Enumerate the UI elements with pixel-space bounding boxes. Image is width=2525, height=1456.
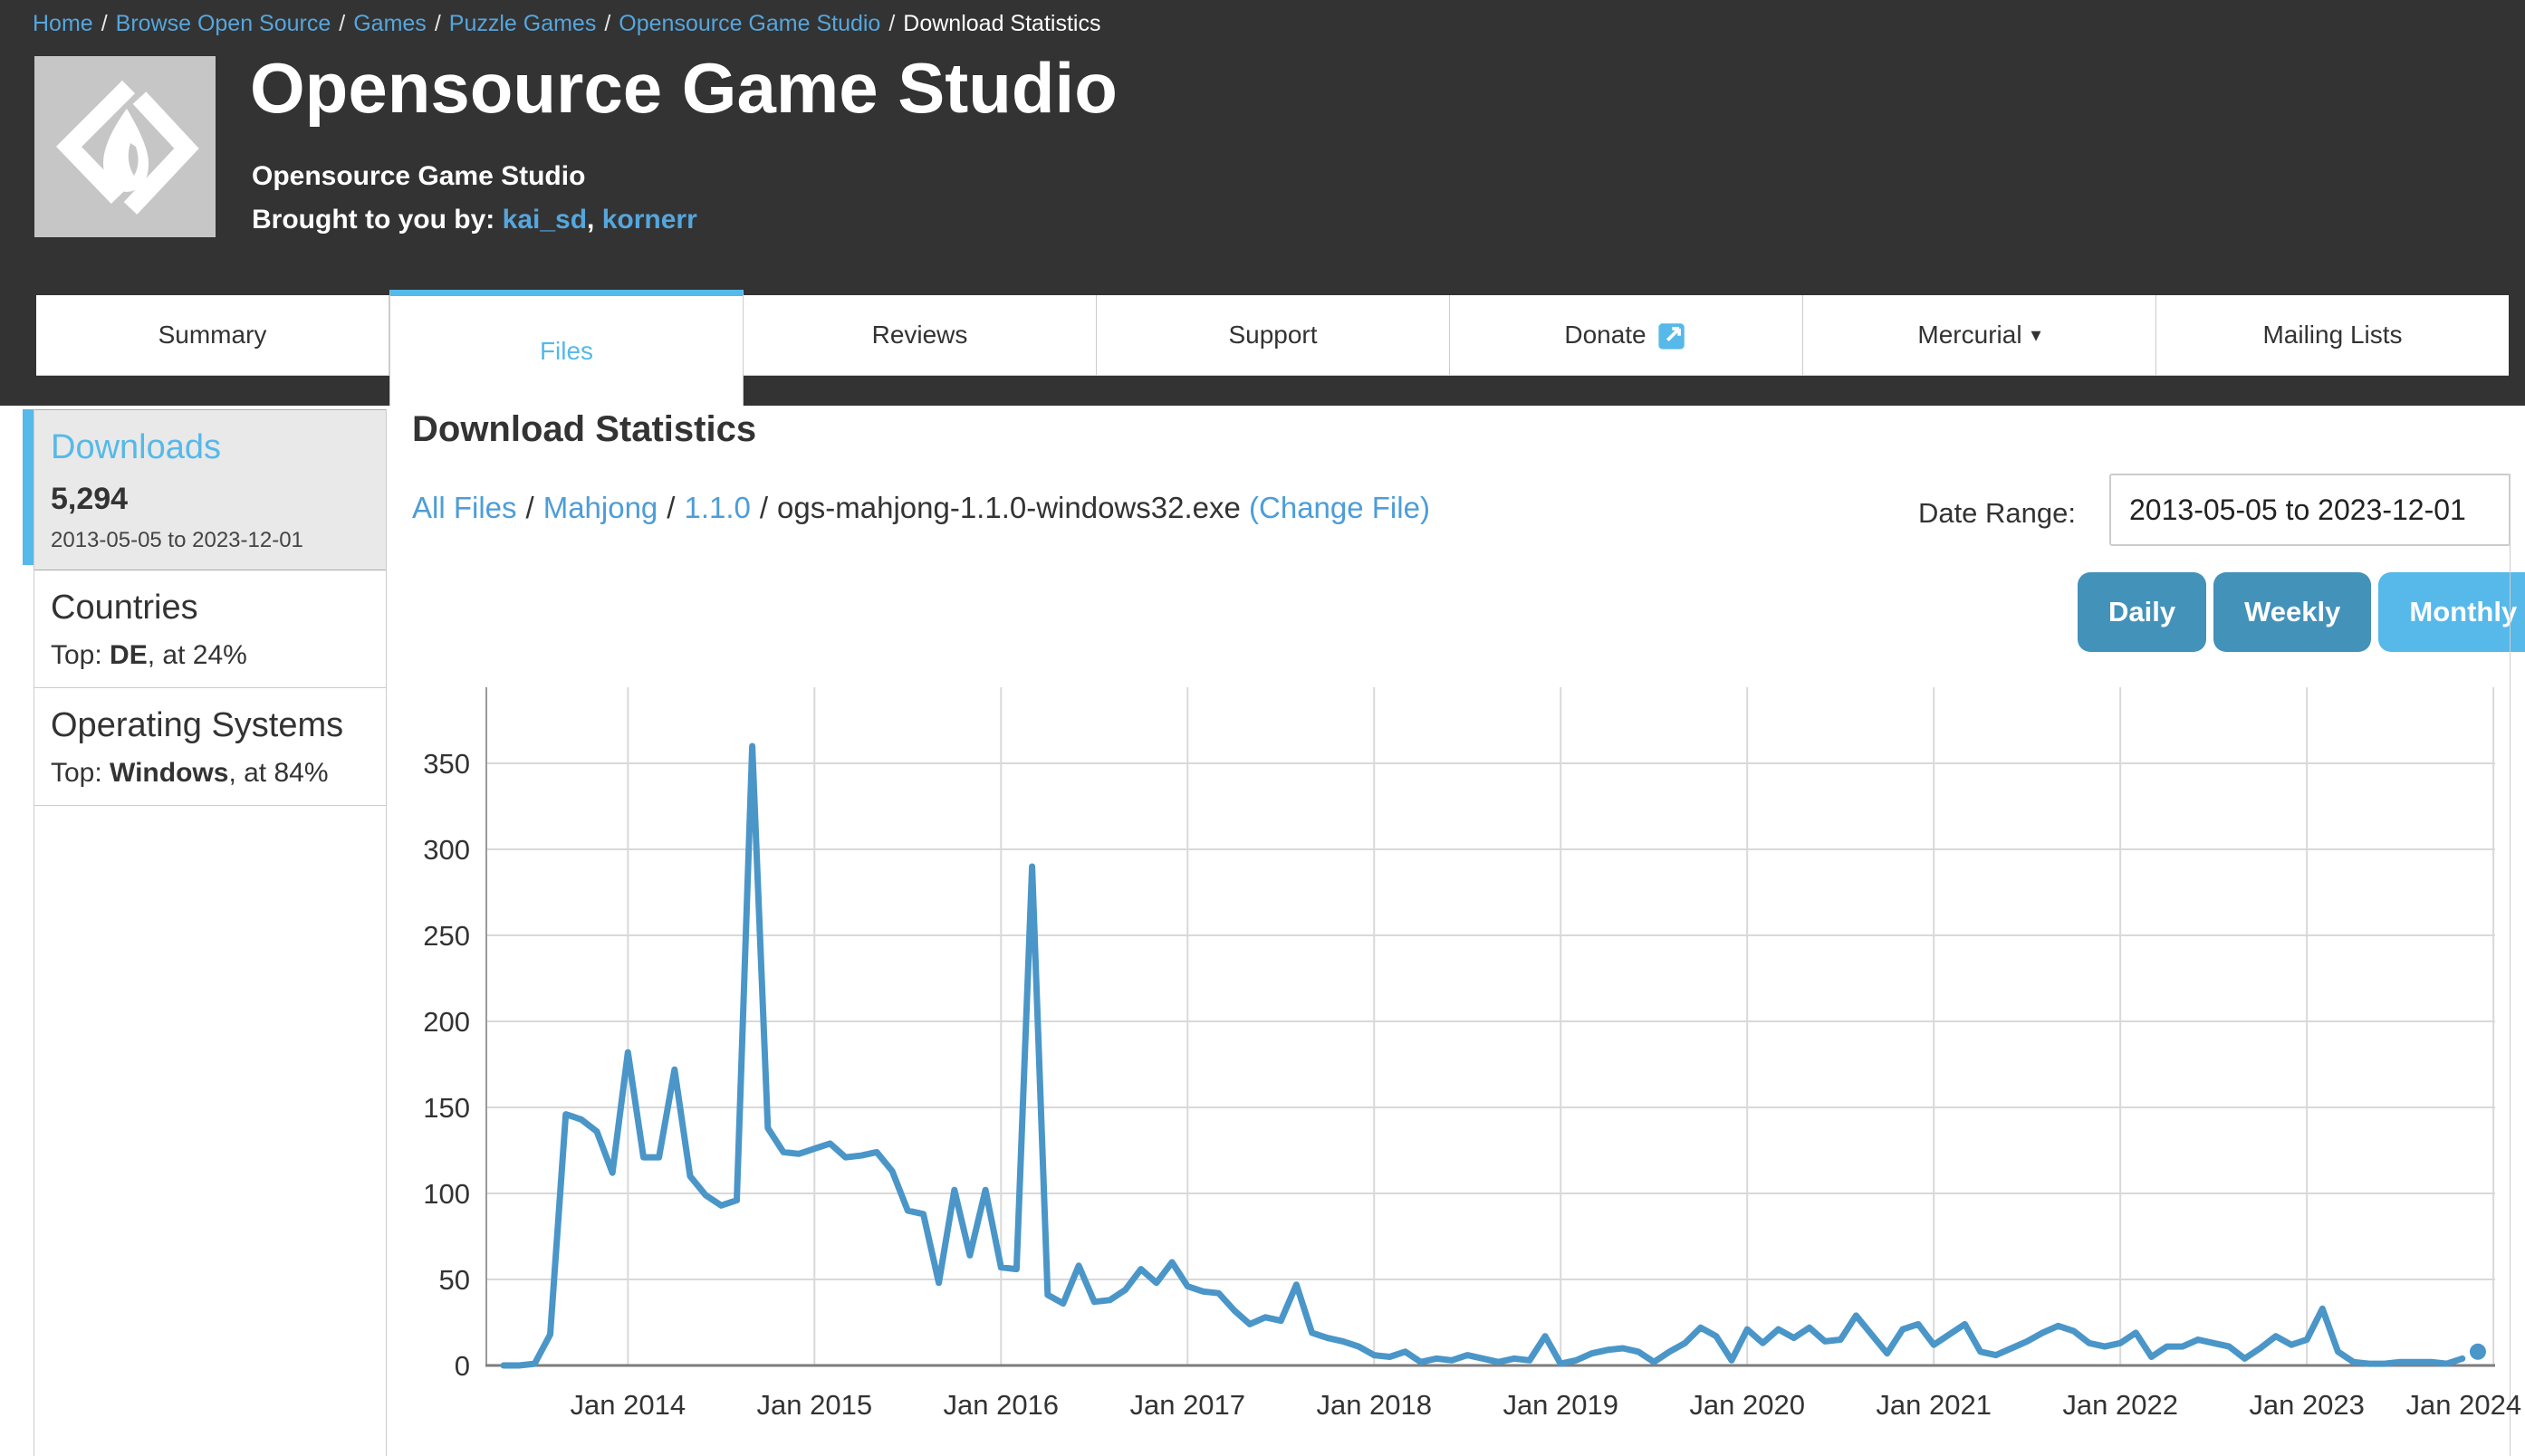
tab-mercurial[interactable]: Mercurial ▾ <box>1803 295 2156 376</box>
daily-button[interactable]: Daily <box>2078 572 2206 652</box>
countries-top-stat: Top: DE, at 24% <box>51 640 370 671</box>
x-tick-label: Jan 2016 <box>943 1389 1059 1421</box>
external-link-icon <box>1657 320 1688 350</box>
breadcrumb-current: Download Statistics <box>903 11 1100 36</box>
x-tick-label: Jan 2018 <box>1316 1389 1432 1421</box>
x-tick-label: Jan 2014 <box>571 1389 686 1421</box>
page-heading: Download Statistics <box>412 409 756 450</box>
monthly-button[interactable]: Monthly <box>2378 572 2525 652</box>
x-tick-label: Jan 2019 <box>1503 1389 1618 1421</box>
stats-sidebar: Downloads 5,294 2013-05-05 to 2023-12-01… <box>34 409 387 1456</box>
breadcrumb-separator: / <box>604 11 610 36</box>
tab-label: Mercurial <box>1917 321 2021 350</box>
sidebar-item-operating-systems[interactable]: Operating Systems Top: Windows, at 84% <box>34 688 386 806</box>
last-data-point <box>2470 1344 2486 1360</box>
breadcrumb-link-browse[interactable]: Browse Open Source <box>116 11 331 36</box>
project-logo <box>34 56 216 237</box>
downloads-line-series <box>504 746 2463 1365</box>
date-range-input[interactable] <box>2109 474 2511 546</box>
x-tick-label: Jan 2024 <box>2406 1389 2522 1421</box>
os-top-stat: Top: Windows, at 84% <box>51 758 370 789</box>
path-separator: / <box>667 491 675 524</box>
file-name: ogs-mahjong-1.1.0-windows32.exe <box>777 491 1241 524</box>
breadcrumb-separator: / <box>435 11 441 36</box>
breadcrumb-link-puzzle-games[interactable]: Puzzle Games <box>449 11 597 36</box>
file-path-version[interactable]: 1.1.0 <box>684 491 750 524</box>
y-tick-label: 150 <box>423 1092 470 1124</box>
breadcrumb-separator: / <box>339 11 345 36</box>
x-tick-label: Jan 2020 <box>1689 1389 1805 1421</box>
y-tick-label: 100 <box>423 1178 470 1210</box>
y-tick-label: 50 <box>439 1264 470 1296</box>
path-separator: / <box>526 491 534 524</box>
change-file-link[interactable]: (Change File) <box>1249 491 1430 524</box>
tab-mailing-lists[interactable]: Mailing Lists <box>2156 295 2509 376</box>
tab-summary[interactable]: Summary <box>36 295 389 376</box>
y-tick-label: 200 <box>423 1006 470 1038</box>
x-tick-label: Jan 2023 <box>2249 1389 2365 1421</box>
tab-label: Files <box>540 337 593 366</box>
comma: , <box>587 205 602 235</box>
downloads-count: 5,294 <box>51 482 370 517</box>
path-separator: / <box>760 491 768 524</box>
tab-label: Mailing Lists <box>2262 321 2402 350</box>
breadcrumb-link-project[interactable]: Opensource Game Studio <box>619 11 880 36</box>
sidebar-os-label: Operating Systems <box>51 706 370 745</box>
maintainer-link-kornerr[interactable]: kornerr <box>602 205 697 235</box>
flame-diamond-icon <box>34 56 216 237</box>
sidebar-item-countries[interactable]: Countries Top: DE, at 24% <box>34 570 386 688</box>
y-tick-label: 0 <box>455 1350 470 1382</box>
weekly-button[interactable]: Weekly <box>2213 572 2371 652</box>
tab-label: Reviews <box>872 321 968 350</box>
tab-donate[interactable]: Donate <box>1450 295 1803 376</box>
file-path-mahjong[interactable]: Mahjong <box>543 491 658 524</box>
tab-bar: Summary Files Reviews Support Donate Mer… <box>36 295 2509 406</box>
tab-reviews[interactable]: Reviews <box>744 295 1097 376</box>
tab-label: Donate <box>1564 321 1646 350</box>
page-title: Opensource Game Studio <box>250 47 1118 129</box>
breadcrumb-link-games[interactable]: Games <box>353 11 427 36</box>
sidebar-downloads-label: Downloads <box>51 428 370 467</box>
file-breadcrumb: All Files / Mahjong / 1.1.0 / ogs-mahjong-1.1.… <box>412 491 1430 525</box>
maintainer-link-kai-sd[interactable]: kai_sd <box>503 205 587 235</box>
caret-down-icon: ▾ <box>2031 323 2041 347</box>
tab-support[interactable]: Support <box>1097 295 1450 376</box>
project-subtitle: Opensource Game Studio <box>252 161 585 192</box>
active-sidebar-indicator <box>23 409 34 565</box>
x-tick-label: Jan 2022 <box>2062 1389 2178 1421</box>
breadcrumb: Home / Browse Open Source / Games / Puzzle Gam… <box>33 11 1100 37</box>
brought-to-you-by: Brought to you by: kai_sd, kornerr <box>252 205 697 235</box>
downloads-chart: 0 50 100 150 200 250 300 350 Jan 2014 Jan 2015 Jan… <box>398 675 2525 1455</box>
file-path-all-files[interactable]: All Files <box>412 491 517 524</box>
y-tick-label: 250 <box>423 920 470 952</box>
tab-label: Summary <box>158 321 267 350</box>
breadcrumb-separator: / <box>888 11 895 36</box>
downloads-date-range: 2013-05-05 to 2023-12-01 <box>51 528 370 553</box>
breadcrumb-separator: / <box>101 11 108 36</box>
granularity-buttons: Daily Weekly Monthly <box>2078 572 2525 652</box>
breadcrumb-link-home[interactable]: Home <box>33 11 93 36</box>
y-tick-label: 350 <box>423 748 470 780</box>
y-tick-label: 300 <box>423 834 470 866</box>
sidebar-item-downloads[interactable]: Downloads 5,294 2013-05-05 to 2023-12-01 <box>34 409 386 570</box>
x-tick-label: Jan 2021 <box>1876 1389 1992 1421</box>
brought-label: Brought to you by: <box>252 205 494 235</box>
tab-files[interactable]: Files <box>389 290 744 406</box>
date-range-label: Date Range: <box>1811 497 2076 530</box>
tab-label: Support <box>1228 321 1317 350</box>
x-tick-label: Jan 2017 <box>1129 1389 1245 1421</box>
sidebar-countries-label: Countries <box>51 589 370 627</box>
x-tick-label: Jan 2015 <box>757 1389 873 1421</box>
